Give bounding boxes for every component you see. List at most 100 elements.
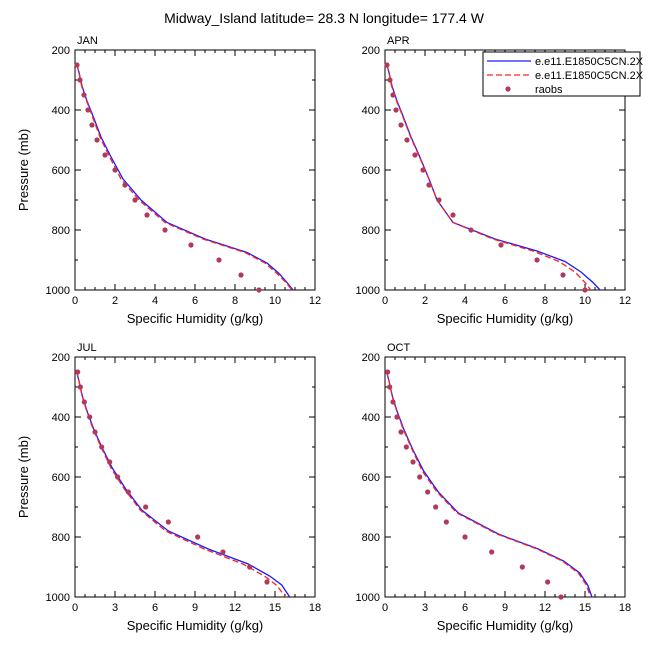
series-line-solid bbox=[386, 64, 602, 290]
x-tick-label: 6 bbox=[502, 295, 508, 307]
raobs-point bbox=[256, 287, 262, 293]
raobs-point bbox=[384, 62, 390, 68]
series-line-dashed bbox=[75, 370, 287, 597]
y-tick-label: 800 bbox=[362, 532, 380, 544]
y-tick-label: 200 bbox=[362, 45, 380, 57]
raobs-point bbox=[425, 489, 431, 495]
raobs-point bbox=[92, 429, 98, 435]
panel-oct: OCT 0 3 6 9 12 15 18 200 400 600 800 1000 Specific Hu… bbox=[356, 342, 632, 633]
y-tick-label: 800 bbox=[362, 225, 380, 237]
x-axis-label: Specific Humidity (g/kg) bbox=[127, 311, 264, 326]
x-tick-label: 15 bbox=[579, 602, 591, 614]
raobs-point bbox=[403, 444, 409, 450]
y-tick-label: 400 bbox=[362, 412, 380, 424]
raobs-point bbox=[398, 429, 404, 435]
raobs-point bbox=[125, 489, 131, 495]
raobs-point bbox=[417, 474, 423, 480]
series-line-solid bbox=[75, 370, 291, 597]
raobs-point bbox=[99, 444, 105, 450]
raobs-point bbox=[122, 182, 128, 188]
panel-label-jan: JAN bbox=[77, 35, 98, 47]
legend-label: raobs bbox=[535, 84, 563, 96]
raobs-point bbox=[443, 519, 449, 525]
series-line-solid bbox=[76, 64, 294, 290]
raobs-point bbox=[77, 384, 83, 390]
raobs-point bbox=[162, 227, 168, 233]
x-tick-label: 2 bbox=[112, 295, 118, 307]
raobs-point bbox=[545, 579, 551, 585]
x-tick-label: 0 bbox=[382, 602, 388, 614]
legend: e.e11.E1850C5CN.2X e.e11.E1850C5CN.2X raob… bbox=[482, 51, 644, 97]
legend-label: e.e11.E1850C5CN.2X bbox=[535, 56, 644, 68]
x-tick-label: 3 bbox=[422, 602, 428, 614]
raobs-point bbox=[433, 504, 439, 510]
x-tick-label: 15 bbox=[269, 602, 281, 614]
raobs-point bbox=[462, 534, 468, 540]
raobs-point bbox=[410, 459, 416, 465]
x-tick-label: 18 bbox=[619, 602, 631, 614]
raobs-point bbox=[132, 197, 138, 203]
panel-jul: JUL 0 3 6 9 12 15 18 200 400 600 800 1000 Specific Hu… bbox=[16, 342, 321, 633]
raobs-point bbox=[216, 257, 222, 263]
panel-label-apr: APR bbox=[387, 35, 410, 47]
raobs-point bbox=[390, 92, 396, 98]
y-tick-label: 600 bbox=[362, 472, 380, 484]
raobs-point bbox=[94, 137, 100, 143]
plot-frame-jul bbox=[74, 356, 316, 598]
series-line-dashed bbox=[385, 370, 592, 597]
x-tick-label: 4 bbox=[462, 295, 468, 307]
x-tick-label: 6 bbox=[152, 602, 158, 614]
raobs-point bbox=[143, 504, 149, 510]
x-tick-label: 4 bbox=[152, 295, 158, 307]
y-tick-label: 1000 bbox=[356, 592, 380, 604]
y-axis-label: Pressure (mb) bbox=[16, 129, 31, 211]
series-line-dashed bbox=[76, 64, 293, 290]
raobs-point bbox=[519, 564, 525, 570]
x-tick-label: 8 bbox=[542, 295, 548, 307]
y-tick-label: 1000 bbox=[46, 285, 70, 297]
panel-jan: JAN 0 2 4 6 8 10 12 200 400 600 800 1000 Specific Hum… bbox=[16, 35, 321, 326]
legend-marker bbox=[505, 86, 511, 92]
raobs-point bbox=[87, 414, 93, 420]
raobs-point bbox=[436, 197, 442, 203]
y-tick-label: 200 bbox=[52, 45, 70, 57]
y-tick-label: 400 bbox=[362, 105, 380, 117]
x-tick-label: 0 bbox=[382, 295, 388, 307]
y-tick-label: 200 bbox=[52, 352, 70, 364]
raobs-point bbox=[385, 369, 391, 375]
raobs-point bbox=[107, 459, 113, 465]
x-tick-label: 0 bbox=[72, 602, 78, 614]
raobs-point bbox=[89, 122, 95, 128]
raobs-point bbox=[450, 212, 456, 218]
raobs-point bbox=[81, 92, 87, 98]
x-tick-label: 12 bbox=[229, 602, 241, 614]
raobs-point bbox=[195, 534, 201, 540]
raobs-point bbox=[81, 399, 87, 405]
x-tick-label: 0 bbox=[72, 295, 78, 307]
x-tick-label: 6 bbox=[462, 602, 468, 614]
raobs-point bbox=[220, 549, 226, 555]
series-line-dashed bbox=[386, 64, 592, 290]
x-tick-label: 3 bbox=[112, 602, 118, 614]
x-tick-label: 12 bbox=[309, 295, 321, 307]
raobs-point bbox=[393, 107, 399, 113]
panel-label-jul: JUL bbox=[77, 342, 97, 354]
raobs-point bbox=[264, 579, 270, 585]
raobs-point bbox=[398, 122, 404, 128]
raobs-point bbox=[582, 287, 588, 293]
x-axis-label: Specific Humidity (g/kg) bbox=[437, 311, 574, 326]
raobs-point bbox=[74, 62, 80, 68]
raobs-point bbox=[387, 77, 393, 83]
raobs-point bbox=[112, 167, 118, 173]
raobs-point bbox=[468, 227, 474, 233]
x-tick-label: 9 bbox=[502, 602, 508, 614]
y-tick-label: 800 bbox=[52, 225, 70, 237]
raobs-point bbox=[387, 384, 393, 390]
x-tick-label: 10 bbox=[579, 295, 591, 307]
raobs-point bbox=[489, 549, 495, 555]
y-tick-label: 1000 bbox=[46, 592, 70, 604]
y-tick-label: 200 bbox=[362, 352, 380, 364]
x-axis-label: Specific Humidity (g/kg) bbox=[437, 618, 574, 633]
y-tick-label: 800 bbox=[52, 532, 70, 544]
